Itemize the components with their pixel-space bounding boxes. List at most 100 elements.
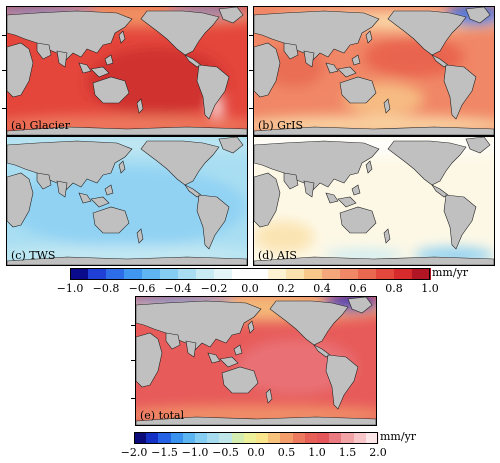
land-mass xyxy=(387,10,467,56)
land-mass xyxy=(254,140,380,192)
colorbar-tick-label: 0.0 xyxy=(247,446,265,459)
colorbar-swatch xyxy=(376,268,395,280)
axis-tick xyxy=(2,70,6,71)
field-anomaly xyxy=(254,221,314,253)
land-mass xyxy=(247,320,255,334)
land-mass xyxy=(104,54,114,66)
land-mass xyxy=(7,42,34,98)
land-mass xyxy=(185,340,197,358)
colorbar-swatch xyxy=(195,432,208,444)
land-mass xyxy=(219,356,239,368)
colorbar-swatch xyxy=(170,432,184,444)
colorbar-swatch xyxy=(178,268,197,280)
panel-label: (c) TWS xyxy=(11,249,55,262)
land-mass xyxy=(325,62,339,74)
land-mass xyxy=(207,352,221,364)
land-mass xyxy=(337,66,357,78)
land-mass xyxy=(218,7,244,24)
panel-label: (b) GrIS xyxy=(258,119,303,132)
colorbar-tick-label: 0.4 xyxy=(313,282,331,295)
colorbar-swatch xyxy=(412,268,431,280)
land-mass xyxy=(254,256,494,265)
colorbar-swatch xyxy=(280,432,294,444)
colorbar-swatch xyxy=(232,268,251,280)
colorbar-bottom-frame xyxy=(134,432,378,444)
colorbar-swatch xyxy=(146,432,159,444)
land-mass xyxy=(165,332,181,350)
colorbar-swatch xyxy=(340,268,359,280)
land-mass xyxy=(347,297,373,314)
map-panel-tws: (c) TWS xyxy=(6,136,248,266)
land-mass xyxy=(92,76,130,104)
land-mass xyxy=(303,50,315,68)
land-mass xyxy=(365,160,373,174)
colorbar-swatch xyxy=(106,268,125,280)
colorbar-tick-label: −0.5 xyxy=(212,446,239,459)
land-mass xyxy=(136,228,144,244)
colorbar-swatch xyxy=(134,432,147,444)
colorbar-swatch xyxy=(219,432,233,444)
land-mass xyxy=(351,184,361,196)
land-mass xyxy=(337,196,357,208)
land-mass xyxy=(104,184,114,196)
colorbar-swatch xyxy=(353,432,367,444)
land-mass xyxy=(233,344,243,356)
land-mass xyxy=(283,42,299,60)
land-mass xyxy=(339,206,377,234)
colorbar-swatch xyxy=(286,268,305,280)
colorbar-swatch xyxy=(394,268,413,280)
map-panel-gris: (b) GrIS xyxy=(253,6,495,136)
colorbar-tick-label: 2.0 xyxy=(369,446,387,459)
colorbar-swatch xyxy=(268,432,281,444)
colorbar-swatch xyxy=(341,432,355,444)
colorbar-swatch xyxy=(304,268,323,280)
map-ais: (d) AIS xyxy=(254,137,494,265)
land-mass xyxy=(196,64,230,120)
land-mass xyxy=(7,10,133,62)
panel-label: (e) total xyxy=(140,409,185,422)
colorbar-swatch xyxy=(322,268,341,280)
colorbar-swatch xyxy=(243,432,257,444)
land-mass xyxy=(265,388,273,404)
land-mass xyxy=(387,140,467,186)
colorbar-tick-label: 0.8 xyxy=(385,282,403,295)
colorbar-tick-label: −0.2 xyxy=(200,282,228,295)
land-mass xyxy=(254,10,380,62)
colorbar-tick-label: 0.2 xyxy=(277,282,295,295)
colorbar-swatch xyxy=(158,432,172,444)
map-glacier: (a) Glacier xyxy=(7,7,247,135)
colorbar-swatch xyxy=(365,432,379,444)
land-mass xyxy=(56,180,68,198)
colorbar-bottom-unit: mm/yr xyxy=(380,430,417,443)
land-mass xyxy=(325,192,339,204)
land-mass xyxy=(136,416,376,425)
axis-tick xyxy=(2,108,6,109)
colorbar-swatch xyxy=(88,268,107,280)
land-mass xyxy=(90,66,110,78)
land-mass xyxy=(196,194,230,250)
colorbar-swatch xyxy=(268,268,287,280)
land-mass xyxy=(283,172,299,190)
land-mass xyxy=(325,354,359,410)
colorbar-tick-label: −0.8 xyxy=(92,282,120,295)
colorbar-swatch xyxy=(250,268,269,280)
map-panel-glacier: (a) Glacier xyxy=(6,6,248,136)
land-mass xyxy=(118,160,126,174)
axis-tick xyxy=(249,70,253,71)
land-mass xyxy=(7,126,247,135)
land-mass xyxy=(7,172,34,228)
land-mass xyxy=(303,180,315,198)
map-panel-total: (e) total xyxy=(135,296,377,426)
colorbar-tick-label: −0.4 xyxy=(164,282,192,295)
axis-tick xyxy=(2,35,6,36)
land-mass xyxy=(221,366,259,394)
colorbar-swatch xyxy=(231,432,245,444)
axis-tick xyxy=(131,398,135,399)
land-mass xyxy=(90,196,110,208)
colorbar-tick-label: −1.5 xyxy=(151,446,178,459)
land-mass xyxy=(136,332,163,388)
land-mass xyxy=(254,172,281,228)
land-mass xyxy=(339,76,377,104)
land-mass xyxy=(136,300,262,352)
land-mass xyxy=(365,30,373,44)
